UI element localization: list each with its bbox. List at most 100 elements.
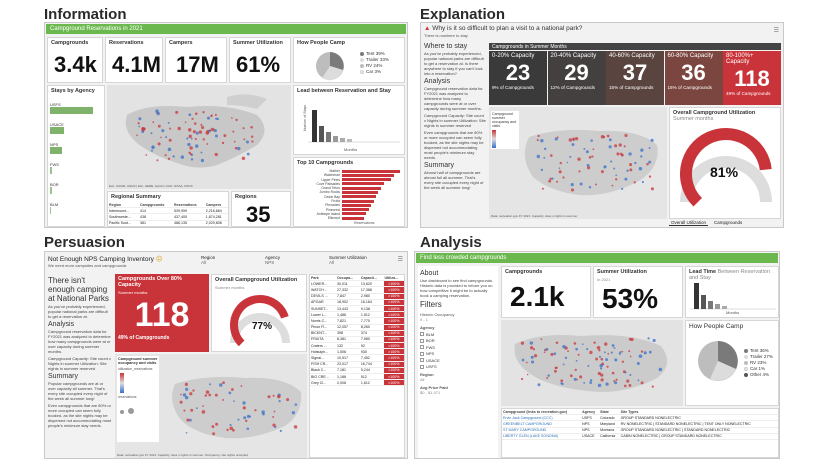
campground-point[interactable] — [626, 169, 629, 172]
campground-point[interactable] — [629, 163, 633, 167]
expl-map[interactable]: Campground summer occupancy and visits D… — [489, 107, 667, 219]
campground-point[interactable] — [214, 134, 218, 138]
campground-point[interactable] — [540, 338, 543, 341]
table-row[interactable]: Craters ... 132 92 >100% — [310, 342, 404, 350]
campground-point[interactable] — [553, 369, 557, 373]
campground-point[interactable] — [272, 394, 275, 397]
campground-point[interactable] — [202, 405, 204, 407]
campground-point[interactable] — [650, 138, 654, 142]
campground-point[interactable] — [187, 142, 191, 147]
campground-point[interactable] — [208, 393, 212, 397]
campground-point[interactable] — [568, 138, 573, 142]
campground-point[interactable] — [586, 166, 591, 170]
table-header-cell[interactable]: State — [599, 409, 620, 416]
campground-point[interactable] — [603, 351, 606, 354]
campground-point[interactable] — [192, 130, 196, 134]
pers-map[interactable]: Campground summer occupancy and visits u… — [115, 354, 307, 458]
campground-point[interactable] — [291, 411, 296, 415]
campground-point[interactable] — [634, 161, 637, 165]
campground-point[interactable] — [186, 137, 189, 140]
campground-point[interactable] — [237, 418, 240, 421]
campground-point[interactable] — [241, 156, 246, 161]
checkbox-icon[interactable] — [420, 332, 424, 336]
campground-point[interactable] — [628, 383, 632, 387]
campground-point[interactable] — [165, 136, 168, 139]
campground-point[interactable] — [184, 395, 189, 400]
campground-point[interactable] — [233, 400, 235, 402]
agency-checkbox[interactable]: USACE — [420, 358, 496, 363]
campground-point[interactable] — [194, 112, 198, 115]
campground-point[interactable] — [646, 162, 649, 166]
campground-point[interactable] — [614, 358, 618, 362]
campground-point[interactable] — [541, 187, 544, 190]
campground-point[interactable] — [161, 129, 165, 133]
campground-point[interactable] — [521, 358, 525, 362]
campground-point[interactable] — [608, 145, 612, 149]
campground-point[interactable] — [611, 371, 615, 375]
campground-point[interactable] — [650, 187, 654, 191]
campground-point[interactable] — [543, 351, 546, 353]
table-row[interactable]: Black C... 7,181 5,244 >100% — [310, 367, 404, 375]
campground-point[interactable] — [234, 146, 238, 150]
table-row[interactable]: Signal... 10,517 7,452 >100% — [310, 354, 404, 362]
campground-point[interactable] — [183, 409, 186, 412]
campground-point[interactable] — [618, 352, 622, 355]
campground-point[interactable] — [615, 174, 618, 177]
filter-region-anal[interactable]: Region — [420, 372, 434, 377]
campground-point[interactable] — [573, 377, 577, 381]
table-row[interactable]: FRUITA 8,381 7,980 >100% — [310, 336, 404, 344]
campground-point[interactable] — [150, 132, 153, 135]
campground-point[interactable] — [243, 416, 247, 420]
campground-point[interactable] — [233, 140, 236, 143]
table-row[interactable]: DEVILS ... 7,847 2,980 >100% — [310, 293, 404, 300]
campground-point[interactable] — [157, 124, 161, 128]
campground-point[interactable] — [629, 374, 632, 377]
campground-point[interactable] — [648, 175, 652, 178]
campground-point[interactable] — [599, 363, 603, 368]
campground-point[interactable] — [157, 142, 161, 146]
campground-point[interactable] — [614, 144, 618, 148]
campground-point[interactable] — [209, 129, 212, 132]
campground-point[interactable] — [201, 410, 206, 414]
campground-point[interactable] — [562, 344, 566, 349]
campground-point[interactable] — [564, 356, 568, 360]
campground-point[interactable] — [638, 167, 643, 171]
campground-point[interactable] — [589, 381, 593, 384]
campground-point[interactable] — [555, 366, 558, 369]
table-row[interactable]: LIBERTY GLEN (LAKE SONOMA) USACE Californi… — [502, 433, 778, 440]
campground-point[interactable] — [640, 350, 644, 353]
campground-point[interactable] — [575, 359, 578, 362]
campground-point[interactable] — [611, 344, 615, 347]
campground-point[interactable] — [242, 406, 246, 410]
campground-point[interactable] — [221, 141, 225, 145]
campground-point[interactable] — [175, 110, 179, 114]
campground-point[interactable] — [228, 391, 232, 395]
campground-point[interactable] — [554, 137, 558, 141]
campground-point[interactable] — [562, 176, 565, 179]
campground-point[interactable] — [223, 134, 227, 138]
campground-point[interactable] — [626, 379, 630, 383]
campground-point[interactable] — [188, 418, 192, 422]
campground-point[interactable] — [613, 380, 616, 383]
campground-point[interactable] — [641, 180, 645, 184]
campground-point[interactable] — [191, 117, 194, 120]
campground-point[interactable] — [652, 338, 656, 343]
campground-point[interactable] — [628, 350, 631, 353]
campground-point[interactable] — [615, 178, 618, 181]
campground-point[interactable] — [240, 385, 243, 387]
campground-point[interactable] — [638, 354, 643, 358]
campground-point[interactable] — [618, 143, 622, 147]
campground-point[interactable] — [229, 423, 232, 426]
checkbox-icon[interactable] — [420, 364, 424, 369]
campground-point[interactable] — [604, 342, 608, 346]
campground-point[interactable] — [529, 341, 534, 345]
campground-point[interactable] — [583, 147, 586, 150]
table-row[interactable]: LOWER... 30,011 13,620 >100% — [310, 280, 404, 288]
campground-point[interactable] — [620, 153, 624, 157]
table-row[interactable]: FISH CR... 23,017 16,744 >100% — [310, 361, 404, 368]
table-row[interactable]: WATCH... 27,332 17,388 >100% — [310, 286, 404, 294]
campground-point[interactable] — [531, 360, 535, 364]
campground-point[interactable] — [595, 357, 599, 361]
campground-point[interactable] — [633, 181, 636, 184]
campground-point[interactable] — [629, 355, 632, 358]
